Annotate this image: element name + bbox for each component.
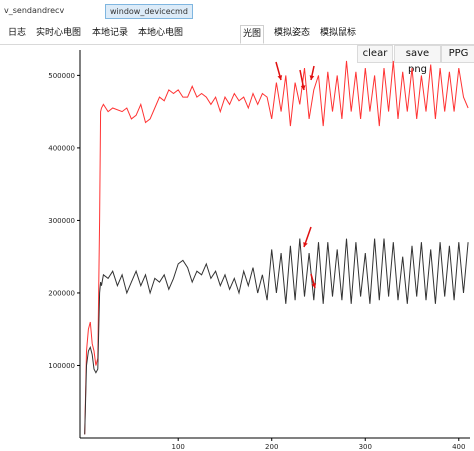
main-tab-bar: 日志 实时心电图 本地记录 本地心电图 光图 模拟姿态 模拟鼠标 xyxy=(0,23,474,45)
tab-simulated-pose[interactable]: 模拟姿态 xyxy=(274,28,311,38)
x-tick-label: 300 xyxy=(359,443,372,451)
y-tick-label: 100000 xyxy=(48,362,75,370)
title-bar: v_sendandrecv window_devicecmd xyxy=(0,0,474,22)
red-arrow-3 xyxy=(309,65,315,81)
red-series-line xyxy=(84,60,469,435)
red-arrow-4 xyxy=(303,226,312,248)
x-tick-label: 400 xyxy=(452,443,465,451)
tab-light-graph[interactable]: 光图 xyxy=(240,25,265,44)
y-tick-label: 300000 xyxy=(48,217,75,225)
y-tick-label: 400000 xyxy=(48,144,75,152)
tab-realtime-ecg[interactable]: 实时心电图 xyxy=(36,28,82,38)
red-arrow-1 xyxy=(275,61,283,81)
save-png-button[interactable]: save png xyxy=(394,45,441,75)
chart-series xyxy=(84,60,469,435)
window-tab-device-cmd[interactable]: window_devicecmd xyxy=(105,4,193,19)
clear-button[interactable]: clear xyxy=(357,45,393,63)
tab-local-ecg[interactable]: 本地心电图 xyxy=(138,28,184,38)
tab-simulated-mouse[interactable]: 模拟鼠标 xyxy=(320,28,357,38)
annotation-arrows xyxy=(275,61,317,289)
x-tick-label: 200 xyxy=(265,443,278,451)
y-tick-label: 500000 xyxy=(48,72,75,80)
x-tick-label: 100 xyxy=(172,443,185,451)
black-series-line xyxy=(84,238,469,435)
tab-log[interactable]: 日志 xyxy=(8,28,27,38)
red-arrow-5 xyxy=(310,273,317,289)
chart-axes: 100000 200000 300000 400000 500000 100 200 300 4… xyxy=(48,50,470,451)
ppg-dropdown[interactable]: PPG xyxy=(441,45,474,63)
red-arrow-2 xyxy=(299,69,306,91)
window-tab-send-recv[interactable]: v_sendandrecv xyxy=(4,6,65,15)
y-tick-label: 200000 xyxy=(48,289,75,297)
tab-local-records[interactable]: 本地记录 xyxy=(92,28,129,38)
